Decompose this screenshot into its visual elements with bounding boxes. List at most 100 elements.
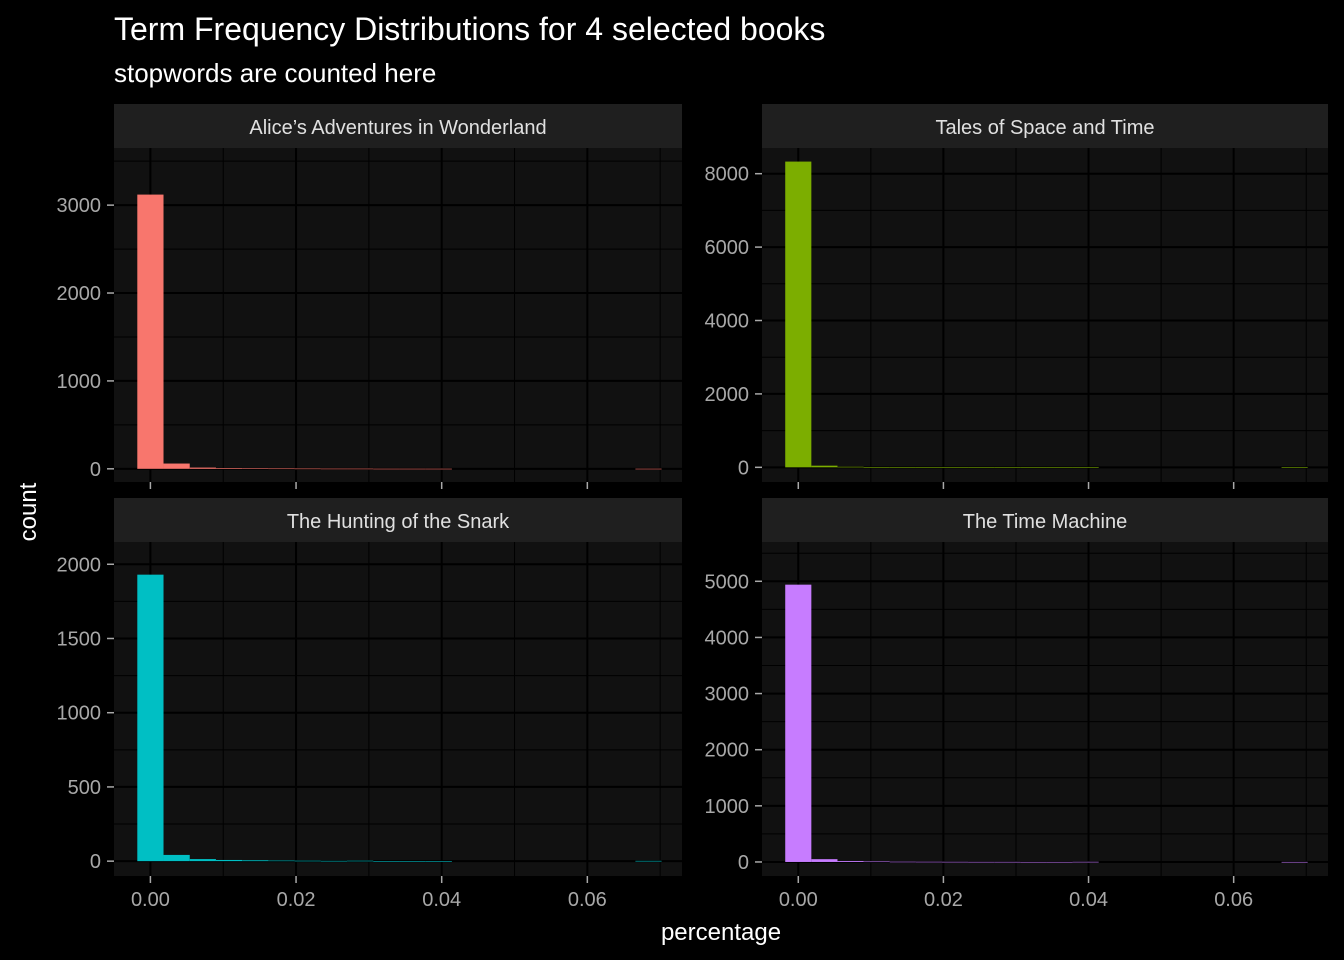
y-tick-label: 5000 — [705, 571, 750, 593]
x-tick-label: 0.02 — [924, 889, 963, 911]
x-tick-label: 0.00 — [779, 889, 818, 911]
histogram-bar — [837, 861, 864, 862]
histogram-bar — [373, 861, 400, 862]
histogram-bar — [941, 861, 969, 863]
histogram-bar — [837, 466, 864, 468]
facet-strip — [762, 498, 1328, 542]
x-tick-label: 0.00 — [131, 889, 170, 911]
histogram-bar — [785, 584, 812, 862]
histogram-bar — [215, 468, 243, 469]
histogram-bar — [189, 467, 216, 469]
histogram-bar — [635, 468, 662, 470]
histogram-bar — [968, 467, 995, 468]
histogram-bar — [915, 467, 942, 468]
histogram-bar — [189, 859, 216, 862]
histogram-bar — [137, 194, 164, 469]
chart-title: Term Frequency Distributions for 4 selec… — [114, 11, 825, 47]
y-tick-label: 2000 — [57, 283, 102, 305]
histogram-bar — [785, 161, 812, 468]
x-tick-label: 0.04 — [422, 889, 461, 911]
facet-panel: The Hunting of the Snark 0 500 1000 1500 2000… — [57, 498, 682, 911]
y-tick-label: 1500 — [57, 628, 102, 650]
facet-strip-label: Tales of Space and Time — [935, 117, 1154, 139]
facet-strip — [762, 104, 1328, 148]
y-axis-title: count — [15, 482, 42, 541]
histogram-bar — [399, 468, 426, 470]
y-tick-label: 1000 — [57, 703, 102, 725]
x-tick-label: 0.04 — [1069, 889, 1108, 911]
histogram-bar — [294, 468, 321, 470]
histogram-bar — [863, 861, 890, 863]
x-axis-title: percentage — [661, 919, 781, 946]
y-tick-label: 4000 — [705, 311, 750, 333]
histogram-bar — [1281, 861, 1308, 863]
y-tick-label: 6000 — [705, 237, 750, 259]
facet-strip-label: The Hunting of the Snark — [287, 511, 510, 533]
histogram-bar — [994, 467, 1021, 468]
histogram-bar — [425, 468, 452, 470]
y-tick-label: 2000 — [705, 740, 750, 762]
x-tick-label: 0.06 — [1214, 889, 1253, 911]
histogram-bar — [320, 468, 348, 470]
x-tick-label: 0.06 — [568, 889, 607, 911]
histogram-bar — [242, 468, 269, 469]
y-tick-label: 0 — [738, 457, 749, 479]
panel-background — [114, 542, 682, 876]
histogram-bar — [1072, 467, 1099, 468]
histogram-bar — [889, 467, 916, 468]
histogram-bar — [242, 860, 269, 862]
histogram-bar — [863, 467, 890, 468]
panel-background — [762, 542, 1328, 876]
histogram-bar — [347, 860, 374, 862]
histogram-bar — [268, 860, 295, 862]
histogram-bar — [994, 861, 1021, 863]
histogram-bar — [163, 463, 190, 469]
chart-subtitle: stopwords are counted here — [114, 58, 436, 88]
panel-background — [114, 148, 682, 482]
histogram-bar — [941, 467, 969, 468]
y-tick-label: 0 — [738, 852, 749, 874]
panel-background — [762, 148, 1328, 482]
y-tick-label: 0 — [90, 851, 101, 873]
histogram-bar — [425, 861, 452, 862]
y-tick-label: 1000 — [705, 796, 750, 818]
histogram-bar — [635, 860, 662, 862]
y-tick-label: 3000 — [705, 684, 750, 706]
histogram-bar — [215, 859, 243, 862]
histogram-bar — [320, 860, 348, 862]
x-tick-label: 0.02 — [277, 889, 316, 911]
y-tick-label: 3000 — [57, 195, 102, 217]
histogram-bar — [1046, 467, 1073, 468]
histogram-bar — [268, 468, 295, 470]
facet-panel: The Time Machine 0 1000 2000 3000 4000 5000 0.0… — [705, 498, 1328, 911]
facet-strip-label: Alice’s Adventures in Wonderland — [249, 117, 546, 139]
histogram-bar — [915, 861, 942, 863]
y-tick-label: 2000 — [57, 554, 102, 576]
y-tick-label: 2000 — [705, 384, 750, 406]
histogram-bar — [1020, 861, 1047, 863]
histogram-bar — [399, 861, 426, 862]
histogram-bar — [1072, 861, 1099, 863]
histogram-bar — [889, 861, 916, 863]
histogram-bar — [811, 859, 838, 862]
facet-panel: Alice’s Adventures in Wonderland 0 1000 200… — [57, 104, 682, 489]
histogram-bar — [1281, 467, 1308, 468]
histogram-bar — [347, 468, 374, 470]
facet-strip-label: The Time Machine — [963, 511, 1128, 533]
y-tick-label: 1000 — [57, 371, 102, 393]
histogram-bar — [373, 468, 400, 470]
histogram-bar — [1046, 861, 1073, 863]
y-tick-label: 8000 — [705, 164, 750, 186]
y-tick-label: 0 — [90, 459, 101, 481]
facet-strip — [114, 104, 682, 148]
histogram-bar — [968, 861, 995, 863]
histogram-bar — [137, 574, 164, 862]
facet-strip — [114, 498, 682, 542]
histogram-bar — [294, 860, 321, 862]
histogram-bar — [163, 854, 190, 862]
y-tick-label: 500 — [68, 777, 101, 799]
histogram-bar — [1020, 467, 1047, 468]
y-tick-label: 4000 — [705, 627, 750, 649]
facet-panels: Alice’s Adventures in Wonderland 0 1000 200… — [57, 104, 1328, 911]
